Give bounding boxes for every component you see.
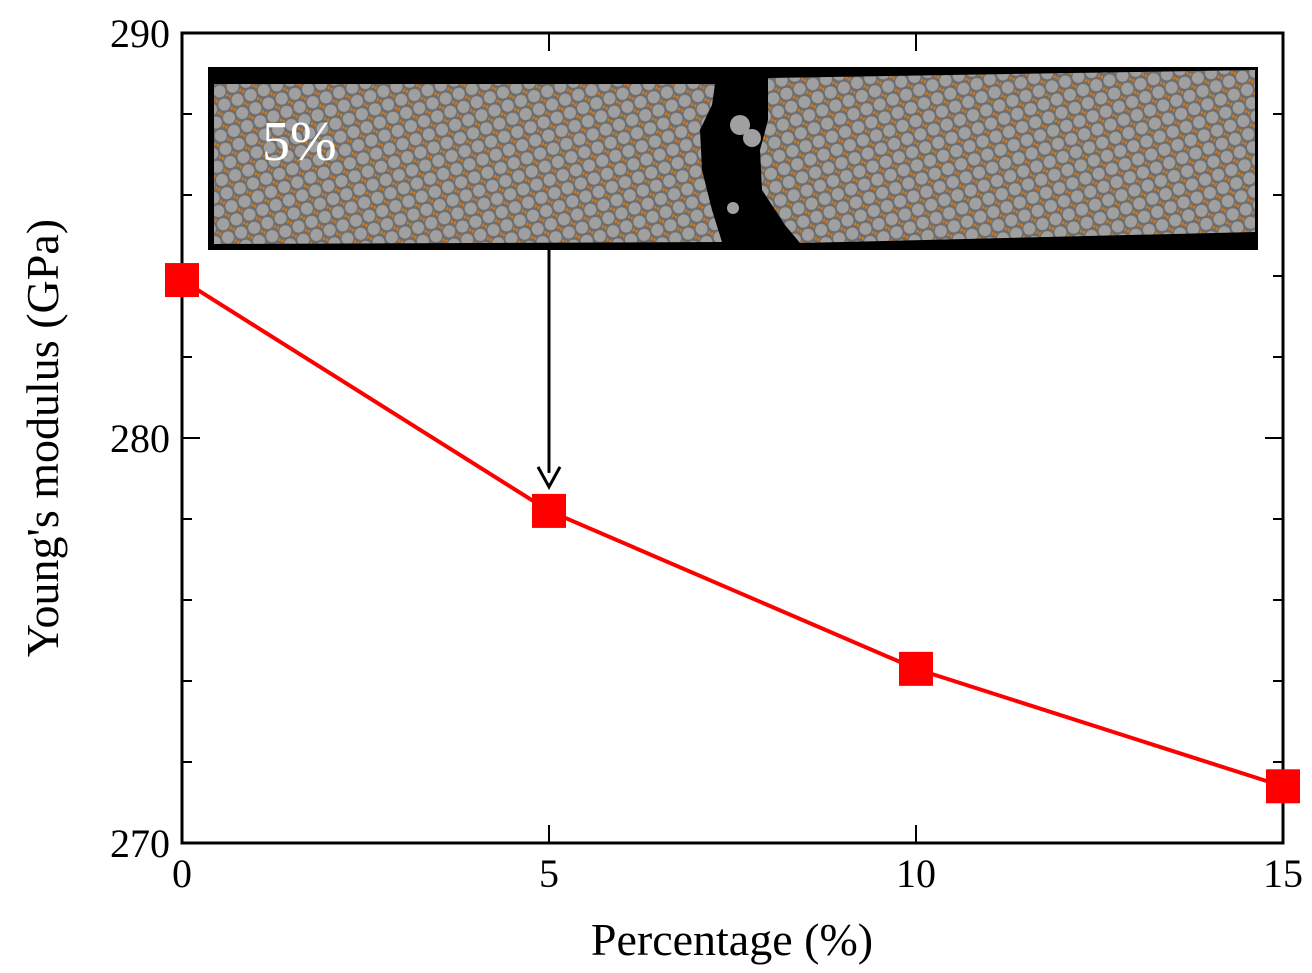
y-axis-label: Young's modulus (GPa) <box>17 219 68 657</box>
series-line <box>180 278 1284 789</box>
x-tick-label: 0 <box>172 851 192 896</box>
marker <box>1266 769 1300 804</box>
y-tick-label: 290 <box>110 11 170 56</box>
marker <box>899 651 933 686</box>
inset-image <box>208 67 1258 250</box>
marker <box>165 263 199 298</box>
annotation: 5% <box>262 111 337 173</box>
marker <box>532 493 566 528</box>
y-tick-label: 270 <box>110 821 170 866</box>
x-tick-label: 10 <box>896 851 936 896</box>
x-tick-label: 15 <box>1263 851 1303 896</box>
y-tick-label: 280 <box>110 416 170 461</box>
x-axis-label: Percentage (%) <box>591 914 873 965</box>
x-tick-label: 5 <box>539 851 559 896</box>
annotation-arrowhead <box>536 466 562 491</box>
